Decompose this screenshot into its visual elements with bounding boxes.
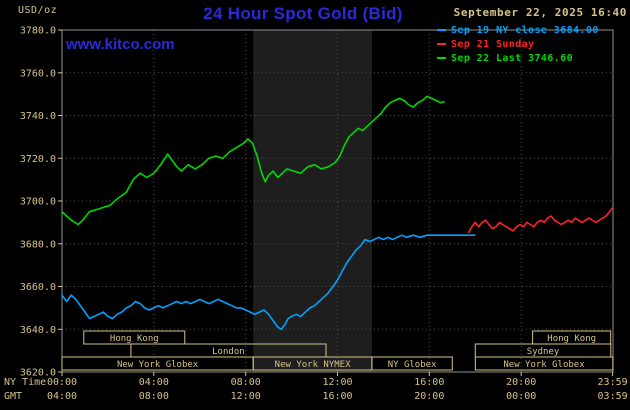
legend-label-sep19: Sep 19 NY close 3684.00 bbox=[451, 24, 599, 36]
session-box-new-york-globex-late bbox=[474, 356, 614, 371]
x-axis-tick-label: 12:00 bbox=[231, 391, 261, 402]
x-axis-tick-label: 12:00 bbox=[322, 377, 352, 388]
session-label-ny-globex: NY Globex bbox=[388, 360, 437, 370]
series-sep21-sunday bbox=[467, 206, 614, 234]
legend-item-sep19-close: Sep 19 NY close 3684.00 bbox=[437, 23, 599, 37]
session-label-new-york-globex-late: New York Globex bbox=[503, 360, 585, 370]
legend-label-sep21: Sep 21 Sunday bbox=[451, 38, 535, 50]
y-axis-tick-label: 3680.0 bbox=[20, 239, 56, 250]
legend-label-sep22: Sep 22 Last 3746.60 bbox=[451, 52, 573, 64]
y-axis-tick-label: 3620.0 bbox=[20, 368, 56, 379]
legend-item-sep22-last: Sep 22 Last 3746.60 bbox=[437, 51, 599, 65]
x-axis-tick-label: 08:00 bbox=[231, 377, 261, 388]
session-label-new-york-globex-early: New York Globex bbox=[117, 360, 199, 370]
legend: Sep 19 NY close 3684.00 Sep 21 Sunday Se… bbox=[437, 23, 599, 65]
legend-item-sep21-sunday: Sep 21 Sunday bbox=[437, 37, 599, 51]
chart-title: 24 Hour Spot Gold (Bid) bbox=[203, 4, 403, 23]
x-axis-tick-label: 03:59 bbox=[598, 391, 628, 402]
price-units-label: USD/oz bbox=[18, 5, 58, 16]
x-axis-tick-label: 00:00 bbox=[47, 377, 77, 388]
nymex-session-band bbox=[253, 30, 372, 372]
x-axis-tick-label: 20:00 bbox=[506, 377, 536, 388]
kitco-website-link[interactable]: www.kitco.com bbox=[66, 36, 175, 53]
x-axis-tick-label: 16:00 bbox=[322, 391, 352, 402]
session-box-ny-globex bbox=[371, 356, 453, 371]
y-axis-tick-label: 3760.0 bbox=[20, 68, 56, 79]
session-label-hong-kong-pm: Hong Kong bbox=[547, 334, 596, 344]
y-axis-tick-label: 3720.0 bbox=[20, 154, 56, 165]
x-axis-tick-label: 23:59 bbox=[598, 377, 628, 388]
x-axis-tick-label: 04:00 bbox=[47, 391, 77, 402]
x-axis-row-label-gmt: GMT bbox=[4, 391, 22, 402]
x-axis-tick-label: 00:00 bbox=[506, 391, 536, 402]
y-axis-tick-label: 3740.0 bbox=[20, 111, 56, 122]
series-line-icon bbox=[437, 57, 446, 59]
y-axis-tick-label: 3640.0 bbox=[20, 325, 56, 336]
session-label-hong-kong-am: Hong Kong bbox=[110, 334, 159, 344]
chart-timestamp: September 22, 2025 16:40 bbox=[453, 6, 627, 19]
session-label-london: London bbox=[212, 347, 245, 357]
x-axis-tick-label: 20:00 bbox=[414, 391, 444, 402]
session-label-new-york-nymex: New York NYMEX bbox=[275, 360, 351, 370]
series-sep22-current bbox=[61, 95, 445, 226]
series-line-icon bbox=[437, 43, 446, 45]
x-axis-row-label-ny-time: NY Time bbox=[4, 377, 46, 388]
y-axis-tick-label: 3660.0 bbox=[20, 282, 56, 293]
x-axis-tick-label: 04:00 bbox=[139, 377, 169, 388]
y-axis-tick-label: 3780.0 bbox=[20, 26, 56, 37]
session-label-sydney: Sydney bbox=[527, 347, 560, 357]
series-line-icon bbox=[437, 29, 446, 31]
y-axis-tick-label: 3700.0 bbox=[20, 197, 56, 208]
series-sep19-ny-close bbox=[61, 234, 476, 331]
x-axis-tick-label: 16:00 bbox=[414, 377, 444, 388]
x-axis-tick-label: 08:00 bbox=[139, 391, 169, 402]
